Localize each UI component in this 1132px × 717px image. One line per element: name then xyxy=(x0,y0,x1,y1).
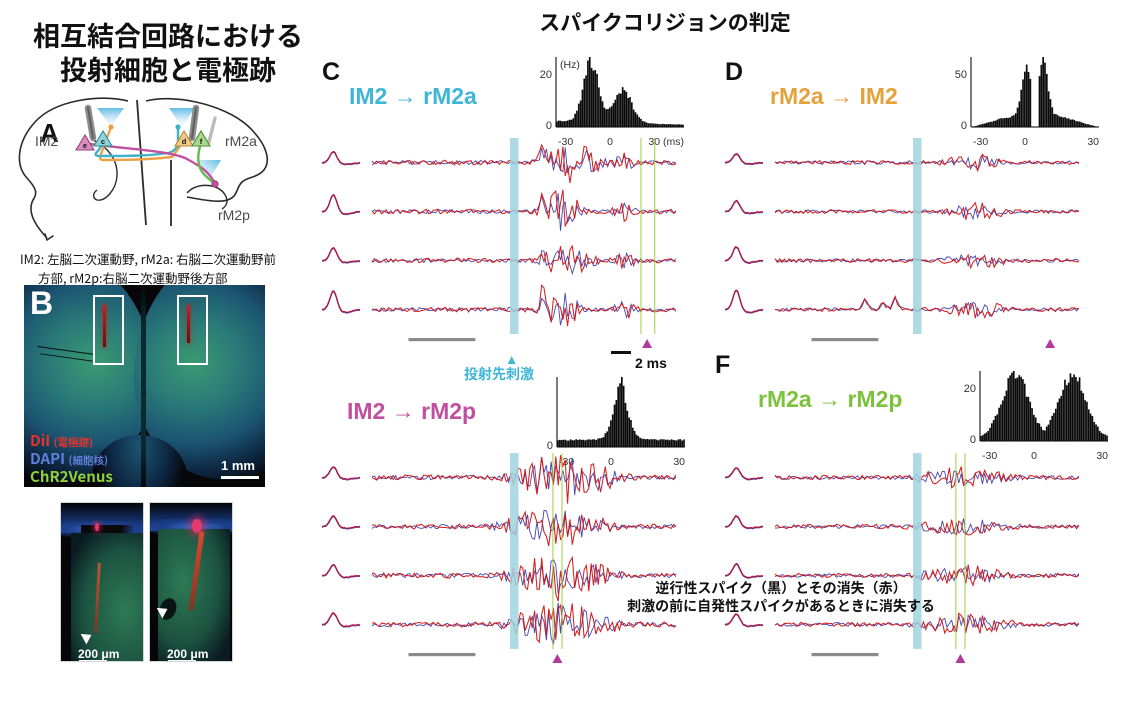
svg-text:c: c xyxy=(101,137,105,146)
svg-text:30: 30 xyxy=(1096,450,1108,462)
svg-text:(Hz): (Hz) xyxy=(560,59,580,71)
svg-text:0: 0 xyxy=(547,440,553,452)
svg-text:IM2: IM2 xyxy=(35,133,59,149)
svg-text:0: 0 xyxy=(546,120,552,132)
svg-text:rM2p: rM2p xyxy=(218,207,250,223)
svg-text:50: 50 xyxy=(955,69,967,81)
svg-text:0: 0 xyxy=(961,120,967,132)
svg-text:20: 20 xyxy=(540,69,552,81)
svg-text:20: 20 xyxy=(964,383,976,395)
svg-text:d: d xyxy=(182,137,187,146)
svg-text:30: 30 xyxy=(1087,136,1099,148)
svg-text:rM2a: rM2a xyxy=(225,133,257,149)
svg-text:e: e xyxy=(83,141,87,150)
svg-text:0: 0 xyxy=(970,434,976,446)
